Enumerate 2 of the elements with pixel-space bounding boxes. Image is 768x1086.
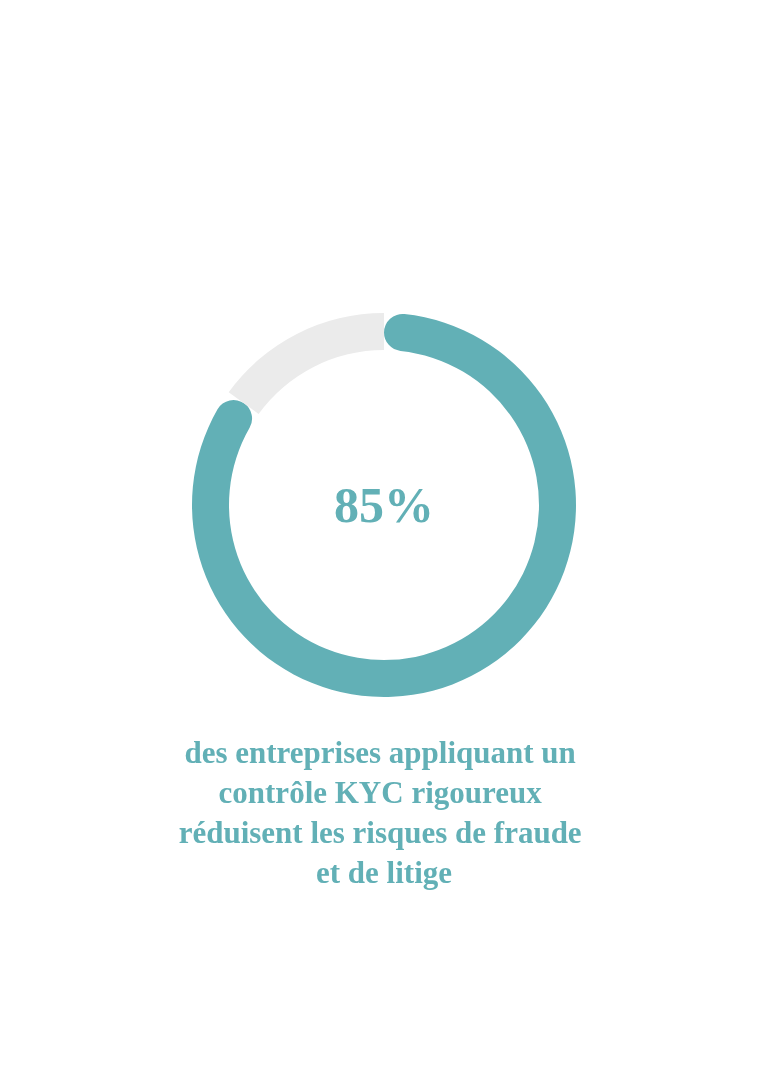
text: des entreprises appliquant un contrôle KYC rigoureux réduisent les risques de fraude et de litige [178, 734, 590, 890]
data-label: 85% [334, 477, 434, 533]
